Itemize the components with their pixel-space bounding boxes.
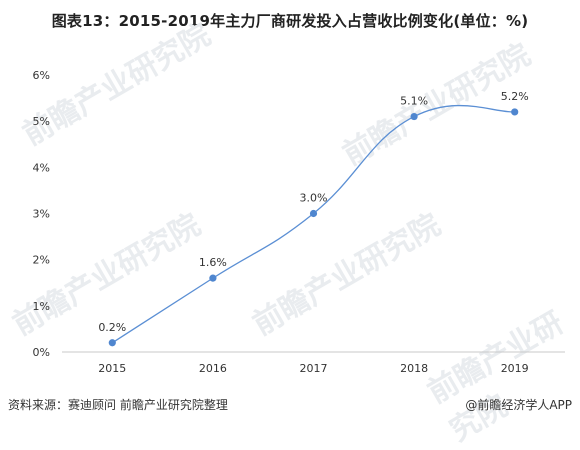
y-tick-label: 3% — [33, 208, 50, 221]
data-point — [511, 108, 519, 116]
y-tick-label: 0% — [33, 346, 50, 359]
data-point — [108, 339, 116, 347]
x-tick-label: 2015 — [98, 362, 126, 375]
x-tick-label: 2018 — [400, 362, 428, 375]
data-label: 1.6% — [199, 256, 227, 269]
x-tick-label: 2017 — [300, 362, 328, 375]
data-label: 3.0% — [300, 192, 328, 205]
chart-title: 图表13：2015-2019年主力厂商研发投入占营收比例变化(单位：%) — [51, 12, 529, 30]
data-label: 0.2% — [98, 321, 126, 334]
source-note: 资料来源：赛迪顾问 前瞻产业研究院整理 — [8, 398, 228, 412]
data-label: 5.2% — [501, 90, 529, 103]
data-point — [209, 274, 217, 282]
data-label: 5.1% — [400, 95, 428, 108]
line-chart: 0% 1% 2% 3% 4% 5% 6% 2015 2016 2017 2018 2019 0.2% 1.… — [33, 69, 565, 375]
y-tick-label: 2% — [33, 254, 50, 267]
data-point — [410, 112, 418, 121]
series-line — [111, 104, 515, 344]
y-tick-label: 6% — [33, 69, 50, 82]
y-tick-label: 4% — [33, 161, 50, 174]
data-point — [309, 209, 318, 218]
y-tick-label: 5% — [33, 115, 50, 128]
y-tick-label: 1% — [33, 300, 50, 313]
x-tick-label: 2019 — [501, 362, 529, 375]
credit-note: @前瞻经济学人APP — [465, 398, 572, 412]
x-tick-label: 2016 — [199, 362, 227, 375]
